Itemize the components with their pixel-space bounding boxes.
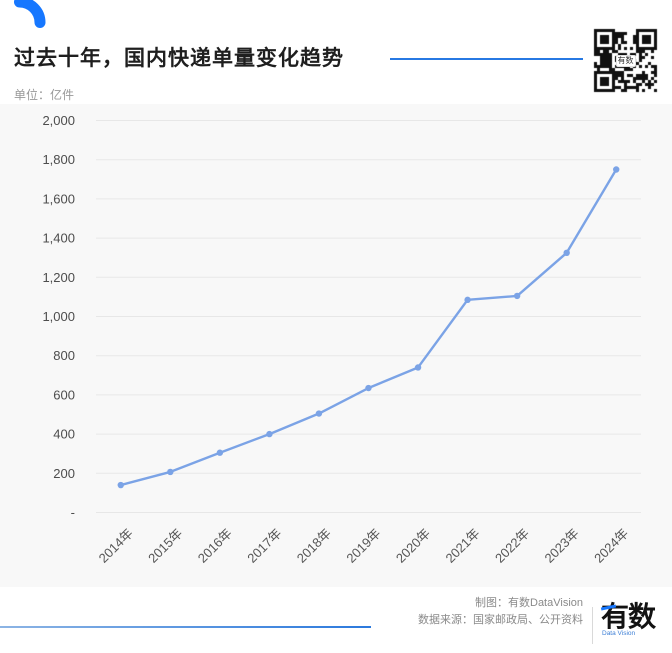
qr-center-label: 有数 [615, 54, 636, 67]
x-axis-tick-label: 2021年 [442, 526, 482, 566]
brand-arc-icon [14, 0, 46, 28]
x-axis-tick-label: 2019年 [343, 526, 383, 566]
youshu-logo-subtext: Data Vision [602, 630, 636, 637]
data-point[interactable] [613, 166, 620, 173]
data-point[interactable] [266, 430, 273, 438]
line-chart: - 200 400 600 800 1,000 1,200 1,400 1,600 1,800 2,… [0, 104, 672, 587]
y-axis-tick-label: 1,000 [42, 309, 75, 324]
y-axis-tick-label: 1,200 [42, 270, 75, 285]
credit-source: 数据来源：国家邮政局、公开资料 [418, 614, 583, 626]
youshu-logo: 有数 Data Vision [600, 597, 665, 647]
y-axis-tick-label: 800 [53, 348, 75, 363]
data-point[interactable] [414, 364, 422, 371]
x-axis-tick-label: 2020年 [393, 526, 433, 566]
data-point[interactable] [464, 296, 471, 304]
y-axis-tick-label: 1,600 [42, 191, 75, 206]
x-axis-tick-label: 2018年 [294, 526, 334, 566]
qr-code: 有数 [593, 28, 658, 93]
series-line [119, 168, 618, 487]
data-point[interactable] [365, 384, 372, 392]
x-axis-tick-label: 2017年 [244, 526, 284, 566]
y-axis-tick-label: 1,400 [42, 231, 75, 246]
data-point[interactable] [216, 449, 224, 456]
credit-maker: 制图：有数DataVision [475, 597, 583, 609]
data-point[interactable] [167, 468, 174, 476]
title-underline [390, 58, 583, 60]
data-point[interactable] [513, 292, 521, 300]
y-axis-tick-label: 200 [53, 466, 75, 481]
unit-label: 单位：亿件 [14, 88, 75, 102]
chart-canvas: - 200 400 600 800 1,000 1,200 1,400 1,600 1,800 2,… [42, 113, 641, 566]
y-axis-tick-label: 2,000 [42, 113, 75, 128]
y-axis-tick-label: 400 [53, 427, 75, 442]
page-title: 过去十年，国内快递单量变化趋势 [14, 47, 344, 70]
x-axis-tick-label: 2023年 [542, 526, 582, 566]
footer: 制图：有数DataVision 数据来源：国家邮政局、公开资料 有数 Data … [0, 587, 672, 653]
x-axis-tick-label: 2022年 [492, 526, 532, 566]
data-point[interactable] [563, 249, 570, 256]
x-axis-tick-label: 2015年 [145, 526, 185, 566]
x-axis-tick-label: 2024年 [591, 526, 631, 566]
y-axis-tick-label: 1,800 [42, 152, 75, 167]
footer-divider [592, 607, 593, 644]
data-point[interactable] [117, 481, 124, 489]
footer-accent-line [0, 626, 371, 628]
y-axis-tick-label: - [71, 505, 75, 520]
credits: 制图：有数DataVision 数据来源：国家邮政局、公开资料 [418, 595, 583, 629]
y-axis-tick-label: 600 [53, 387, 75, 402]
data-point[interactable] [315, 410, 323, 417]
x-axis-tick-label: 2014年 [96, 526, 136, 566]
x-axis-tick-label: 2016年 [195, 526, 235, 566]
